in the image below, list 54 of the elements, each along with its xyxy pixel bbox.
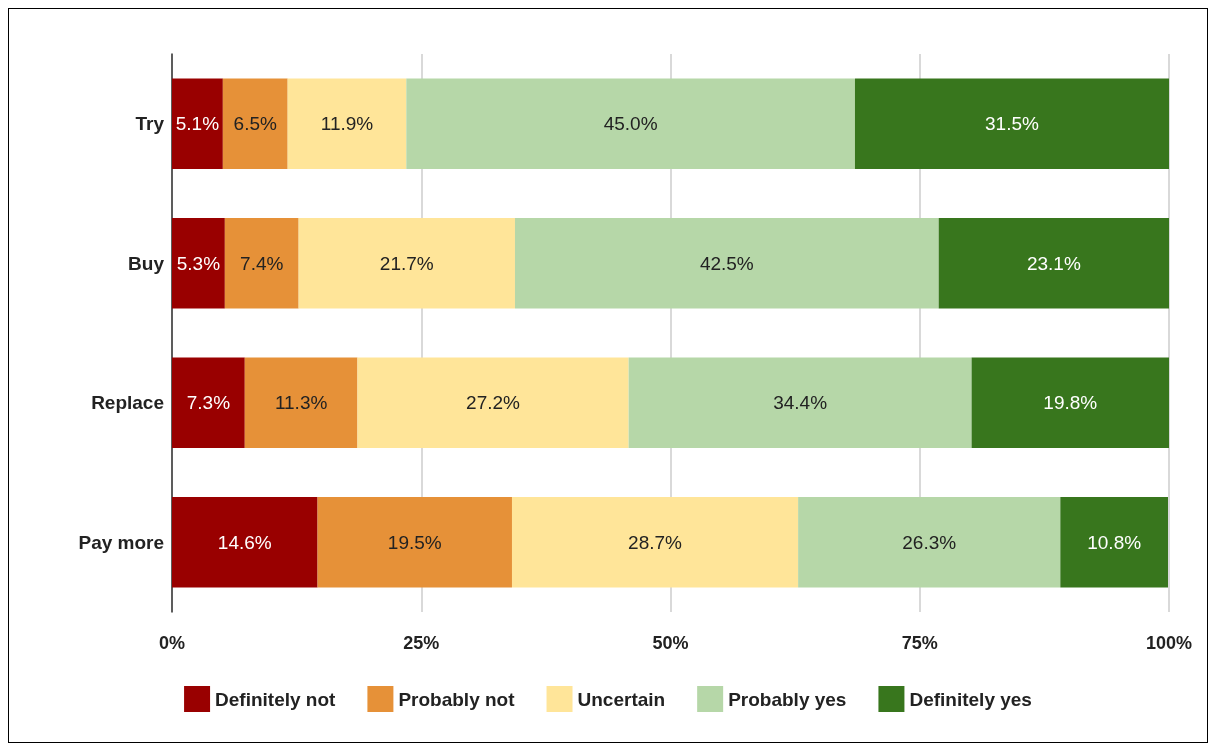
data-label: 42.5%: [699, 252, 754, 274]
x-tick-label: 75%: [901, 633, 938, 653]
x-tick-label: 100%: [1145, 633, 1193, 653]
data-label: 7.4%: [240, 252, 284, 274]
data-label: 19.5%: [387, 531, 442, 553]
bar: [406, 78, 855, 170]
bar: [224, 217, 299, 309]
legend-label: Uncertain: [577, 688, 666, 710]
data-label: 27.2%: [466, 392, 521, 414]
data-label: 11.3%: [274, 392, 328, 414]
y-tick-label: Pay more: [78, 531, 164, 553]
bar: [357, 357, 629, 449]
data-label: 7.3%: [186, 392, 231, 414]
bar: [222, 78, 288, 170]
bar: [628, 357, 972, 449]
legend-label: Definitely not: [215, 688, 337, 710]
legend-label: Probably not: [398, 688, 516, 710]
data-label: 31.5%: [985, 113, 1040, 135]
bar: [172, 217, 225, 309]
bar: [172, 496, 318, 588]
y-tick-label: Buy: [128, 252, 165, 274]
x-tick-label: 0%: [158, 633, 186, 653]
bar: [1060, 496, 1168, 588]
data-label: 14.6%: [217, 531, 272, 553]
data-label: 19.8%: [1043, 392, 1098, 414]
data-label: 34.4%: [773, 392, 828, 414]
bar: [798, 496, 1061, 588]
data-label: 28.7%: [628, 531, 683, 553]
bar: [514, 217, 939, 309]
bar: [287, 78, 407, 170]
data-label: 23.1%: [1026, 252, 1081, 274]
data-label: 6.5%: [233, 113, 278, 135]
data-label: 45.0%: [603, 113, 658, 135]
bar: [938, 217, 1169, 309]
data-label: 26.3%: [902, 531, 957, 553]
bar: [244, 357, 358, 449]
data-label: 5.1%: [175, 113, 220, 135]
data-label: 11.9%: [320, 113, 374, 135]
bar: [298, 217, 515, 309]
bar: [317, 496, 512, 588]
bar: [971, 357, 1169, 449]
y-tick-label: Try: [135, 113, 165, 135]
legend-label: Definitely yes: [909, 688, 1032, 710]
data-label: 5.3%: [176, 252, 221, 274]
data-label: 10.8%: [1087, 531, 1142, 553]
x-tick-label: 25%: [403, 633, 440, 653]
bar: [172, 78, 223, 170]
bar: [511, 496, 799, 588]
y-tick-label: Replace: [91, 392, 164, 414]
legend-label: Probably yes: [728, 688, 847, 710]
bar: [854, 78, 1169, 170]
bar: [172, 357, 245, 449]
data-label: 21.7%: [379, 252, 434, 274]
x-tick-label: 50%: [652, 633, 689, 653]
